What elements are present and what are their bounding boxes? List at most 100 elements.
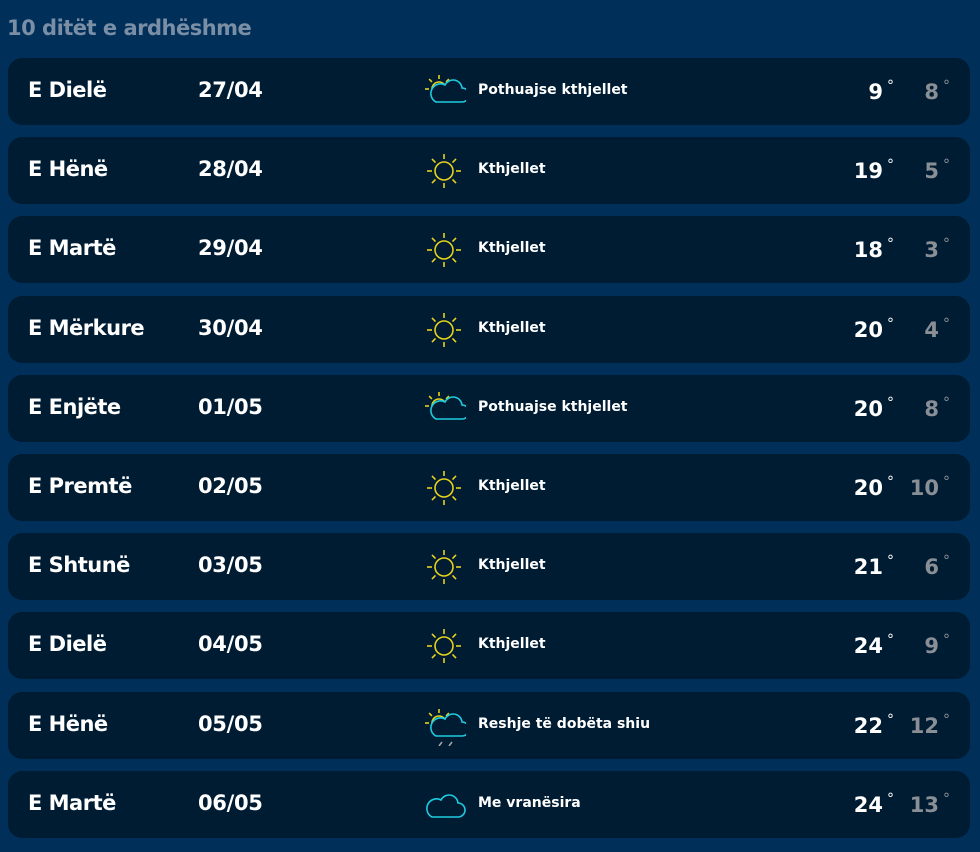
high-value: 22 bbox=[853, 713, 883, 738]
date: 05/05 bbox=[198, 711, 263, 736]
partly-cloudy-icon bbox=[425, 75, 466, 103]
degree-symbol: ° bbox=[943, 157, 950, 174]
low-value: 5 bbox=[924, 159, 939, 184]
section-title: 10 ditët e ardhëshme bbox=[7, 16, 252, 40]
forecast-row[interactable]: E Dielë 27/04 Pothuajse kthjellet 9 ° 8 ° bbox=[8, 58, 970, 125]
light-rain-icon bbox=[425, 708, 466, 746]
day-name: E Shtunë bbox=[28, 553, 130, 578]
forecast-row[interactable]: E Premtë 02/05 Kthjellet 20 ° 10 ° bbox=[8, 454, 970, 521]
high-temp: 20 ° bbox=[854, 395, 894, 421]
high-temp: 21 ° bbox=[854, 553, 894, 579]
date: 29/04 bbox=[198, 236, 263, 261]
low-value: 12 bbox=[909, 713, 939, 738]
condition: Reshje të dobëta shiu bbox=[478, 715, 651, 732]
forecast-row[interactable]: E Hënë 05/05 Reshje të dobëta shiu 22 ° 1… bbox=[8, 691, 970, 759]
high-value: 19 bbox=[853, 159, 883, 184]
high-temp: 20 ° bbox=[854, 316, 894, 342]
high-value: 18 bbox=[853, 238, 883, 263]
low-value: 6 bbox=[924, 555, 939, 580]
degree-symbol: ° bbox=[943, 790, 950, 807]
low-value: 8 bbox=[924, 396, 939, 421]
high-temp: 22 ° bbox=[854, 712, 894, 738]
high-temp: 19 ° bbox=[854, 157, 894, 183]
low-temp: 5 ° bbox=[924, 157, 950, 183]
sun-icon bbox=[427, 629, 461, 664]
degree-symbol: ° bbox=[887, 711, 894, 728]
high-value: 20 bbox=[853, 476, 883, 500]
degree-symbol: ° bbox=[887, 474, 894, 490]
high-temp: 24 ° bbox=[854, 791, 894, 817]
low-value: 8 bbox=[924, 80, 939, 104]
sun-icon bbox=[427, 154, 461, 189]
condition: Kthjellet bbox=[478, 557, 546, 574]
degree-symbol: ° bbox=[943, 632, 950, 649]
low-temp: 6 ° bbox=[924, 553, 950, 579]
low-value: 10 bbox=[909, 476, 939, 500]
low-temp: 13 ° bbox=[910, 791, 950, 817]
forecast-row[interactable]: E Martë 29/04 Kthjellet 18 ° 3 ° bbox=[8, 216, 970, 284]
high-value: 21 bbox=[853, 555, 883, 580]
date: 30/04 bbox=[198, 315, 263, 340]
low-temp: 8 ° bbox=[924, 78, 950, 104]
degree-symbol: ° bbox=[943, 78, 950, 94]
sun-icon bbox=[427, 471, 461, 505]
low-temp: 4 ° bbox=[924, 316, 950, 342]
condition: Pothuajse kthjellet bbox=[478, 398, 628, 415]
sun-icon bbox=[427, 233, 461, 268]
condition: Kthjellet bbox=[478, 319, 546, 336]
degree-symbol: ° bbox=[887, 78, 894, 94]
high-value: 20 bbox=[853, 317, 883, 342]
forecast-row[interactable]: E Hënë 28/04 Kthjellet 19 ° 5 ° bbox=[8, 137, 970, 205]
low-temp: 8 ° bbox=[924, 395, 950, 421]
day-name: E Hënë bbox=[28, 711, 108, 736]
degree-symbol: ° bbox=[943, 711, 950, 728]
degree-symbol: ° bbox=[887, 236, 894, 253]
day-name: E Dielë bbox=[28, 632, 107, 657]
day-name: E Dielë bbox=[28, 78, 107, 102]
forecast-row[interactable]: E Mërkure 30/04 Kthjellet 20 ° 4 ° bbox=[8, 295, 970, 363]
degree-symbol: ° bbox=[943, 553, 950, 570]
date: 27/04 bbox=[198, 78, 263, 102]
sun-icon bbox=[427, 550, 461, 585]
degree-symbol: ° bbox=[887, 632, 894, 649]
condition: Pothuajse kthjellet bbox=[478, 82, 628, 98]
date: 03/05 bbox=[198, 553, 263, 578]
condition: Me vranësira bbox=[478, 794, 581, 811]
degree-symbol: ° bbox=[887, 315, 894, 332]
high-temp: 20 ° bbox=[854, 474, 894, 500]
degree-symbol: ° bbox=[943, 236, 950, 253]
forecast-row[interactable]: E Dielë 04/05 Kthjellet 24 ° 9 ° bbox=[8, 612, 970, 680]
high-value: 24 bbox=[853, 792, 883, 817]
forecast-row[interactable]: E Enjëte 01/05 Pothuajse kthjellet 20 ° 8… bbox=[8, 374, 970, 442]
day-name: E Enjëte bbox=[28, 394, 121, 419]
degree-symbol: ° bbox=[943, 474, 950, 490]
date: 28/04 bbox=[198, 157, 263, 182]
degree-symbol: ° bbox=[887, 394, 894, 411]
low-value: 4 bbox=[924, 317, 939, 342]
low-value: 9 bbox=[924, 634, 939, 659]
high-value: 9 bbox=[868, 80, 883, 104]
forecast-row[interactable]: E Martë 06/05 Me vranësira 24 ° 13 ° bbox=[8, 770, 970, 838]
forecast-row[interactable]: E Shtunë 03/05 Kthjellet 21 ° 6 ° bbox=[8, 533, 970, 601]
date: 06/05 bbox=[198, 790, 263, 815]
low-temp: 3 ° bbox=[924, 236, 950, 262]
sun-icon bbox=[427, 312, 461, 347]
day-name: E Martë bbox=[28, 790, 116, 815]
partly-cloudy-icon bbox=[425, 391, 466, 420]
low-temp: 9 ° bbox=[924, 632, 950, 658]
date: 04/05 bbox=[198, 632, 263, 657]
low-value: 13 bbox=[909, 792, 939, 817]
low-temp: 12 ° bbox=[910, 712, 950, 738]
date: 01/05 bbox=[198, 394, 263, 419]
high-value: 20 bbox=[853, 396, 883, 421]
low-temp: 10 ° bbox=[910, 474, 950, 500]
condition: Kthjellet bbox=[478, 636, 546, 653]
high-temp: 9 ° bbox=[868, 78, 894, 104]
degree-symbol: ° bbox=[887, 553, 894, 570]
day-name: E Martë bbox=[28, 236, 116, 261]
low-value: 3 bbox=[924, 238, 939, 263]
cloud-icon bbox=[426, 794, 466, 818]
day-name: E Hënë bbox=[28, 157, 108, 182]
high-value: 24 bbox=[853, 634, 883, 659]
condition: Kthjellet bbox=[478, 478, 546, 494]
